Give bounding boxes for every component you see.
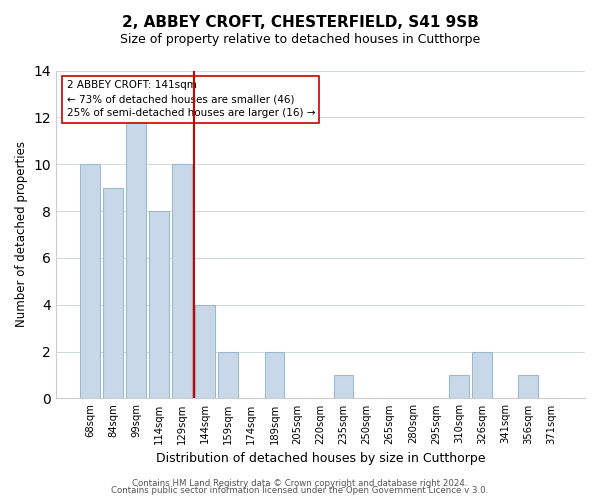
Bar	[518, 375, 538, 398]
Text: Size of property relative to detached houses in Cutthorpe: Size of property relative to detached ho…	[120, 32, 480, 46]
Bar	[149, 211, 169, 398]
Y-axis label: Number of detached properties: Number of detached properties	[15, 142, 28, 328]
Text: 2 ABBEY CROFT: 141sqm
← 73% of detached houses are smaller (46)
25% of semi-deta: 2 ABBEY CROFT: 141sqm ← 73% of detached …	[67, 80, 315, 118]
Bar	[126, 118, 146, 398]
Text: Contains public sector information licensed under the Open Government Licence v : Contains public sector information licen…	[112, 486, 488, 495]
Text: 2, ABBEY CROFT, CHESTERFIELD, S41 9SB: 2, ABBEY CROFT, CHESTERFIELD, S41 9SB	[122, 15, 478, 30]
Bar	[449, 375, 469, 398]
Bar	[196, 304, 215, 398]
Bar	[334, 375, 353, 398]
Bar	[80, 164, 100, 398]
Bar	[103, 188, 123, 398]
Bar	[472, 352, 492, 399]
Bar	[218, 352, 238, 399]
X-axis label: Distribution of detached houses by size in Cutthorpe: Distribution of detached houses by size …	[156, 452, 485, 465]
Text: Contains HM Land Registry data © Crown copyright and database right 2024.: Contains HM Land Registry data © Crown c…	[132, 478, 468, 488]
Bar	[265, 352, 284, 399]
Bar	[172, 164, 192, 398]
